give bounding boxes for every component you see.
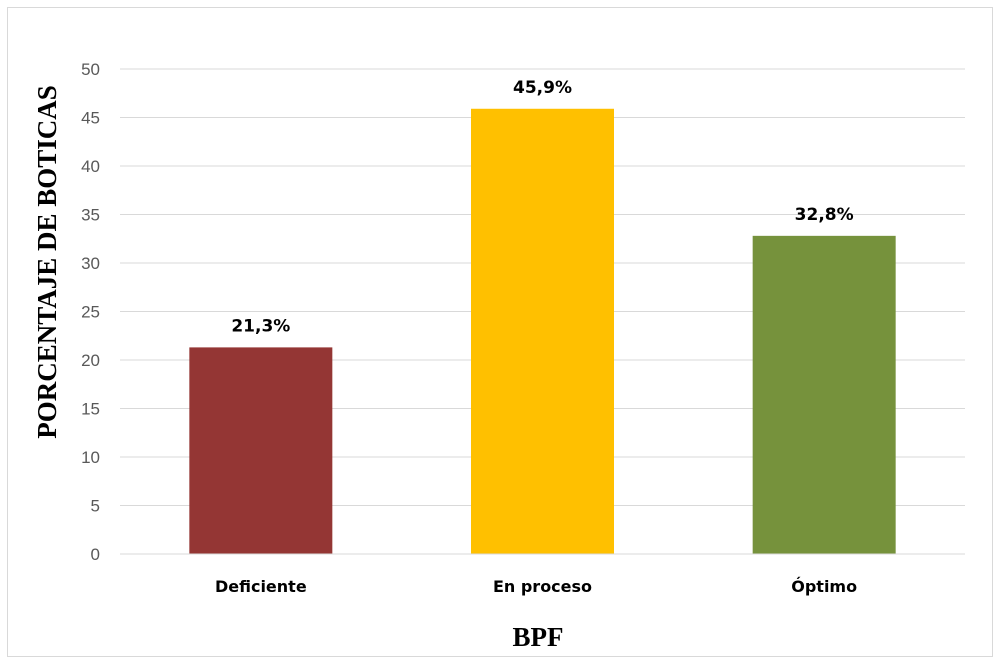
bars [189, 108, 896, 555]
x-category-label: En proceso [493, 577, 592, 596]
bar-deficiente [189, 347, 333, 554]
data-label: 45,9% [513, 78, 572, 98]
data-label: 21,3% [231, 316, 290, 336]
y-tick-label: 50 [81, 60, 100, 79]
y-tick-label: 25 [81, 303, 100, 322]
y-axis-title: PORCENTAJE DE BOTICAS [32, 85, 62, 439]
x-category-label: Óptimo [791, 577, 857, 596]
y-tick-label: 5 [91, 497, 100, 516]
y-tick-label: 45 [81, 109, 100, 128]
data-labels: 21,3% 45,9% 32,8% [231, 78, 853, 337]
y-tick-label: 30 [81, 254, 100, 273]
bar-óptimo [752, 235, 896, 554]
y-tick-label: 0 [91, 545, 100, 564]
y-tick-label: 35 [81, 206, 100, 225]
data-label: 32,8% [795, 205, 854, 225]
bar-en-proceso [471, 108, 614, 555]
y-tick-label: 10 [81, 448, 100, 467]
x-category-labels: Deficiente En proceso Óptimo [215, 577, 857, 596]
x-category-label: Deficiente [215, 577, 307, 596]
y-tick-label: 20 [81, 351, 100, 370]
y-tick-label: 15 [81, 400, 100, 419]
y-tick-label: 40 [81, 157, 100, 176]
x-axis-title: BPF [513, 622, 564, 652]
y-tick-labels: 0 5 10 15 20 25 30 35 40 45 50 [81, 60, 100, 564]
